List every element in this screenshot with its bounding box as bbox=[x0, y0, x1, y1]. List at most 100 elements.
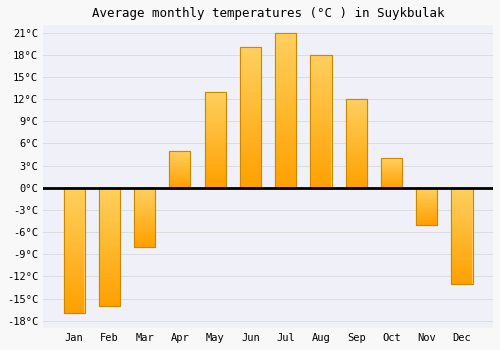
Bar bbox=[99, 299, 120, 301]
Bar bbox=[452, 241, 472, 244]
Bar bbox=[452, 272, 472, 274]
Bar bbox=[170, 151, 190, 152]
Bar bbox=[452, 190, 472, 192]
Bar bbox=[99, 190, 120, 192]
Bar bbox=[170, 153, 190, 154]
Bar bbox=[310, 65, 332, 68]
Bar bbox=[64, 283, 84, 286]
Bar bbox=[346, 101, 366, 103]
Bar bbox=[134, 234, 155, 235]
Bar bbox=[99, 202, 120, 204]
Bar bbox=[240, 95, 261, 98]
Bar bbox=[205, 109, 226, 111]
Bar bbox=[170, 168, 190, 169]
Bar bbox=[346, 103, 366, 105]
Bar bbox=[346, 177, 366, 179]
Bar bbox=[64, 238, 84, 240]
Bar bbox=[310, 145, 332, 148]
Bar bbox=[346, 172, 366, 174]
Bar bbox=[240, 146, 261, 148]
Bar bbox=[346, 105, 366, 106]
Bar bbox=[416, 214, 437, 215]
Bar bbox=[170, 159, 190, 160]
Bar bbox=[205, 149, 226, 151]
Bar bbox=[240, 76, 261, 78]
Bar bbox=[240, 148, 261, 151]
Bar bbox=[64, 276, 84, 278]
Bar bbox=[416, 219, 437, 220]
Bar bbox=[416, 199, 437, 201]
Bar bbox=[205, 182, 226, 184]
Bar bbox=[452, 217, 472, 218]
Bar bbox=[99, 188, 120, 190]
Bar bbox=[452, 224, 472, 226]
Bar bbox=[276, 64, 296, 67]
Bar bbox=[134, 215, 155, 216]
Bar bbox=[381, 178, 402, 179]
Bar bbox=[452, 188, 472, 284]
Bar bbox=[310, 175, 332, 177]
Bar bbox=[276, 101, 296, 104]
Bar bbox=[381, 186, 402, 187]
Bar bbox=[170, 165, 190, 166]
Bar bbox=[134, 209, 155, 210]
Bar bbox=[240, 98, 261, 101]
Bar bbox=[240, 48, 261, 50]
Bar bbox=[99, 280, 120, 282]
Bar bbox=[134, 202, 155, 203]
Bar bbox=[134, 207, 155, 208]
Bar bbox=[64, 210, 84, 213]
Bar bbox=[205, 138, 226, 140]
Bar bbox=[310, 95, 332, 97]
Bar bbox=[99, 287, 120, 289]
Bar bbox=[452, 192, 472, 194]
Bar bbox=[276, 76, 296, 79]
Bar bbox=[134, 237, 155, 239]
Bar bbox=[64, 213, 84, 216]
Bar bbox=[240, 129, 261, 132]
Bar bbox=[381, 176, 402, 177]
Bar bbox=[452, 215, 472, 217]
Bar bbox=[134, 214, 155, 215]
Bar bbox=[346, 179, 366, 181]
Bar bbox=[276, 163, 296, 166]
Bar bbox=[381, 169, 402, 170]
Bar bbox=[381, 183, 402, 184]
Bar bbox=[276, 51, 296, 54]
Bar bbox=[134, 217, 155, 218]
Bar bbox=[170, 175, 190, 176]
Bar bbox=[416, 210, 437, 211]
Bar bbox=[452, 196, 472, 197]
Bar bbox=[346, 99, 366, 101]
Bar bbox=[346, 138, 366, 140]
Bar bbox=[99, 235, 120, 237]
Bar bbox=[310, 89, 332, 92]
Title: Average monthly temperatures (°C ) in Suykbulak: Average monthly temperatures (°C ) in Su… bbox=[92, 7, 445, 20]
Bar bbox=[134, 188, 155, 189]
Bar bbox=[170, 154, 190, 155]
Bar bbox=[134, 218, 155, 220]
Bar bbox=[346, 160, 366, 161]
Bar bbox=[310, 164, 332, 167]
Bar bbox=[381, 168, 402, 169]
Bar bbox=[64, 190, 84, 193]
Bar bbox=[134, 198, 155, 200]
Bar bbox=[64, 303, 84, 306]
Bar bbox=[346, 120, 366, 122]
Bar bbox=[346, 127, 366, 129]
Bar bbox=[64, 220, 84, 223]
Bar bbox=[240, 73, 261, 76]
Bar bbox=[64, 195, 84, 198]
Bar bbox=[310, 180, 332, 182]
Bar bbox=[64, 311, 84, 313]
Bar bbox=[205, 157, 226, 159]
Bar bbox=[99, 199, 120, 202]
Bar bbox=[205, 103, 226, 105]
Bar bbox=[310, 142, 332, 145]
Bar bbox=[452, 238, 472, 240]
Bar bbox=[99, 233, 120, 235]
Bar bbox=[276, 42, 296, 45]
Bar bbox=[346, 136, 366, 138]
Bar bbox=[205, 115, 226, 117]
Bar bbox=[452, 211, 472, 213]
